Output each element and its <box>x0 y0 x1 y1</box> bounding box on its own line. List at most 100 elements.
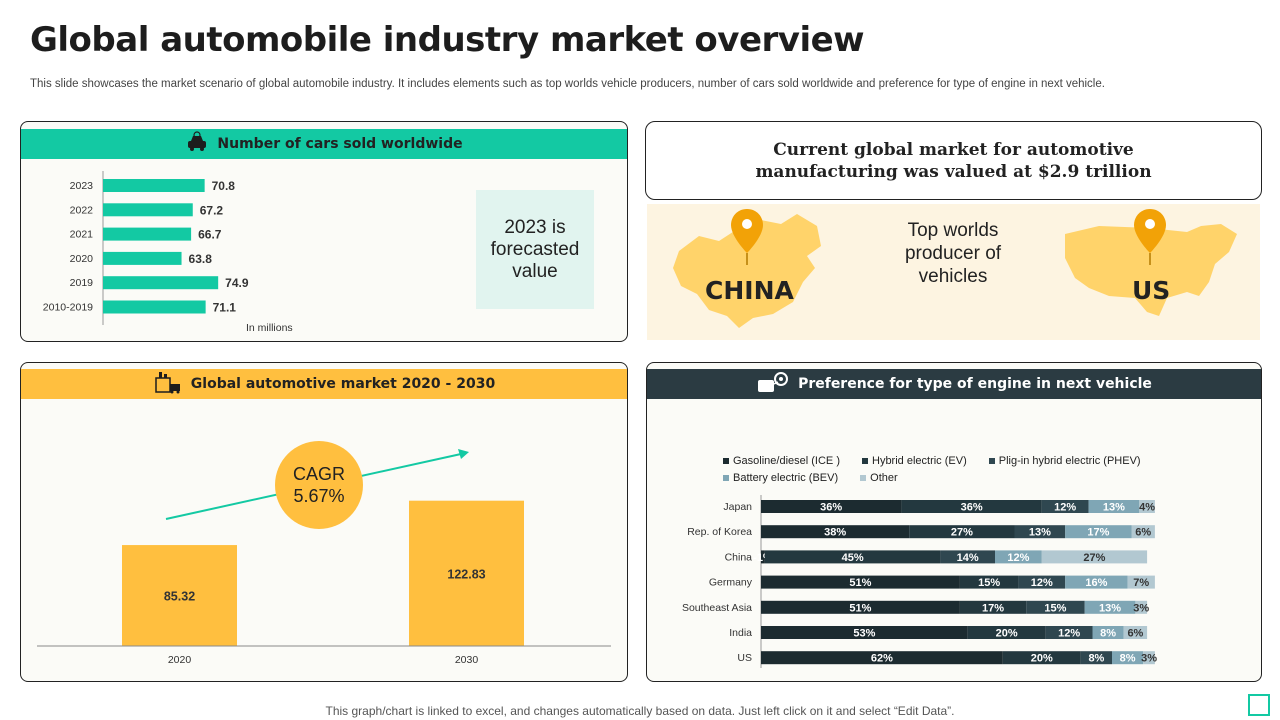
engine-value-label: 8% <box>1120 653 1136 665</box>
legend-label: Other <box>870 471 898 484</box>
top-producers-text: Top worlds producer of vehicles <box>904 220 1002 287</box>
engine-bar-segment <box>959 600 1027 614</box>
cars-category-label: 2019 <box>70 277 94 289</box>
market-bar <box>409 500 524 646</box>
automotive-market-chart: 85.32 2020 122.83 2030 <box>37 449 611 666</box>
us-map-icon <box>1065 224 1237 316</box>
engine-bar-segment <box>1080 651 1112 665</box>
engine-preference-panel: Preference for type of engine in next ve… <box>646 362 1262 682</box>
engine-bar-segment <box>967 626 1046 639</box>
market-value-line1: Current global market for automotive <box>773 139 1134 160</box>
engine-value-label: 4% <box>1139 502 1155 514</box>
cars-sold-header: Number of cars sold worldwide <box>21 129 627 159</box>
engine-bar-segment <box>1143 651 1155 665</box>
cars-bar <box>103 276 219 290</box>
engine-category-label: Southeast Asia <box>682 602 752 614</box>
engine-bar-segment <box>1026 600 1085 614</box>
engine-category-label: Germany <box>709 577 753 589</box>
engine-value-label: 12% <box>1007 552 1029 564</box>
cars-value-label: 66.7 <box>198 228 222 242</box>
engine-bar-segment <box>909 525 1015 539</box>
location-pin-icon <box>731 209 763 265</box>
corner-marker-icon <box>1248 694 1270 716</box>
china-map-icon <box>673 214 821 328</box>
engine-value-label: 8% <box>1100 628 1116 640</box>
cars-value-label: 74.9 <box>225 276 249 290</box>
engine-value-label: 8% <box>1088 653 1104 665</box>
engine-value-label: 6% <box>1127 628 1143 640</box>
cars-value-label: 67.2 <box>200 203 224 217</box>
engine-bar-segment <box>761 626 968 639</box>
growth-arrow-head <box>458 449 469 459</box>
engine-value-label: 36% <box>961 502 983 514</box>
page-title: Global automobile industry market overvi… <box>30 20 865 60</box>
engine-bar-segment <box>1131 525 1155 539</box>
legend-swatch <box>723 457 729 464</box>
legend-item: Gasoline/diesel (ICE ) <box>723 452 840 469</box>
engine-value-label: 14% <box>957 552 979 564</box>
engine-value-label: 3% <box>1141 653 1157 665</box>
engine-value-label: 20% <box>1031 653 1053 665</box>
engine-value-label: 51% <box>849 577 871 589</box>
forecast-note: 2023 is forecasted value <box>476 190 594 309</box>
engine-value-label: 16% <box>1085 577 1107 589</box>
legend-item: Other <box>860 469 898 486</box>
engine-value-label: 51% <box>849 602 871 614</box>
car-icon <box>185 130 209 158</box>
engine-value-label: 17% <box>982 602 1004 614</box>
engine-value-label: 45% <box>842 552 864 564</box>
legend-label: Plig-in hybrid electric (PHEV) <box>998 454 1141 467</box>
cars-bar <box>103 203 193 217</box>
china-label: CHINA <box>705 276 794 305</box>
market-value-line2: manufacturing was valued at $2.9 trillio… <box>755 161 1152 182</box>
engine-value-label: 53% <box>853 628 875 640</box>
engine-bar-segment <box>761 500 902 513</box>
page-subtitle: This slide showcases the market scenario… <box>30 78 1105 90</box>
legend-swatch <box>862 457 868 464</box>
market-category-label: 2020 <box>168 654 192 666</box>
engine-bar-segment <box>1041 500 1089 513</box>
cars-axis-note: In millions <box>246 322 293 334</box>
cars-category-label: 2010-2019 <box>43 302 93 314</box>
engine-value-label: 12% <box>1031 577 1053 589</box>
engine-category-label: India <box>729 627 752 639</box>
engine-value-label: 17% <box>1087 527 1109 539</box>
cars-value-label: 70.8 <box>212 179 236 193</box>
cars-value-label: 71.1 <box>213 301 237 315</box>
cars-category-label: 2020 <box>70 253 94 265</box>
cars-bar <box>103 179 205 192</box>
legend-swatch <box>988 457 995 464</box>
legend-label: Gasoline/diesel (ICE ) <box>733 454 840 467</box>
engine-bar-segment <box>1002 651 1081 665</box>
engine-bar-segment <box>1065 525 1132 539</box>
cars-bar <box>103 227 192 241</box>
engine-value-label: 13% <box>1099 602 1121 614</box>
legend-item: Battery electric (BEV) <box>723 469 838 486</box>
engine-value-label: 12% <box>1054 502 1076 514</box>
automotive-market-title: Global automotive market 2020 - 2030 <box>190 376 496 392</box>
engine-value-label: 15% <box>1044 602 1066 614</box>
engine-bar-segment <box>761 651 1003 665</box>
footer-note: This graph/chart is linked to excel, and… <box>325 704 955 718</box>
engine-bar-segment <box>959 575 1019 589</box>
engine-category-label: China <box>725 551 753 563</box>
engine-bar-segment <box>761 600 960 614</box>
cagr-label: CAGR <box>292 464 345 484</box>
engine-bar-segment <box>1084 600 1136 614</box>
engine-value-label: 15% <box>978 577 1000 589</box>
location-pin-icon <box>1134 209 1166 265</box>
cars-category-label: 2021 <box>70 229 94 241</box>
legend-item: Hybrid electric (EV) <box>862 452 967 469</box>
cars-bar <box>103 300 206 314</box>
engine-value-label: 27% <box>1083 552 1105 564</box>
engine-value-label: 27% <box>951 527 973 539</box>
automotive-market-panel: Global automotive market 2020 - 2030 85.… <box>20 362 628 682</box>
engine-bar-segment <box>901 500 1042 513</box>
engine-preference-chart: Japan 36% 36% 12% 13% 4% Rep. of Korea 38% 27% 13… <box>682 495 1157 668</box>
engine-value-label: 13% <box>1103 502 1125 514</box>
engine-value-label: 12% <box>1058 628 1080 640</box>
engine-category-label: Rep. of Korea <box>687 526 752 538</box>
engine-value-label: 3% <box>1133 602 1149 614</box>
cars-sold-title: Number of cars sold worldwide <box>217 136 463 152</box>
engine-value-label: 62% <box>871 653 893 665</box>
